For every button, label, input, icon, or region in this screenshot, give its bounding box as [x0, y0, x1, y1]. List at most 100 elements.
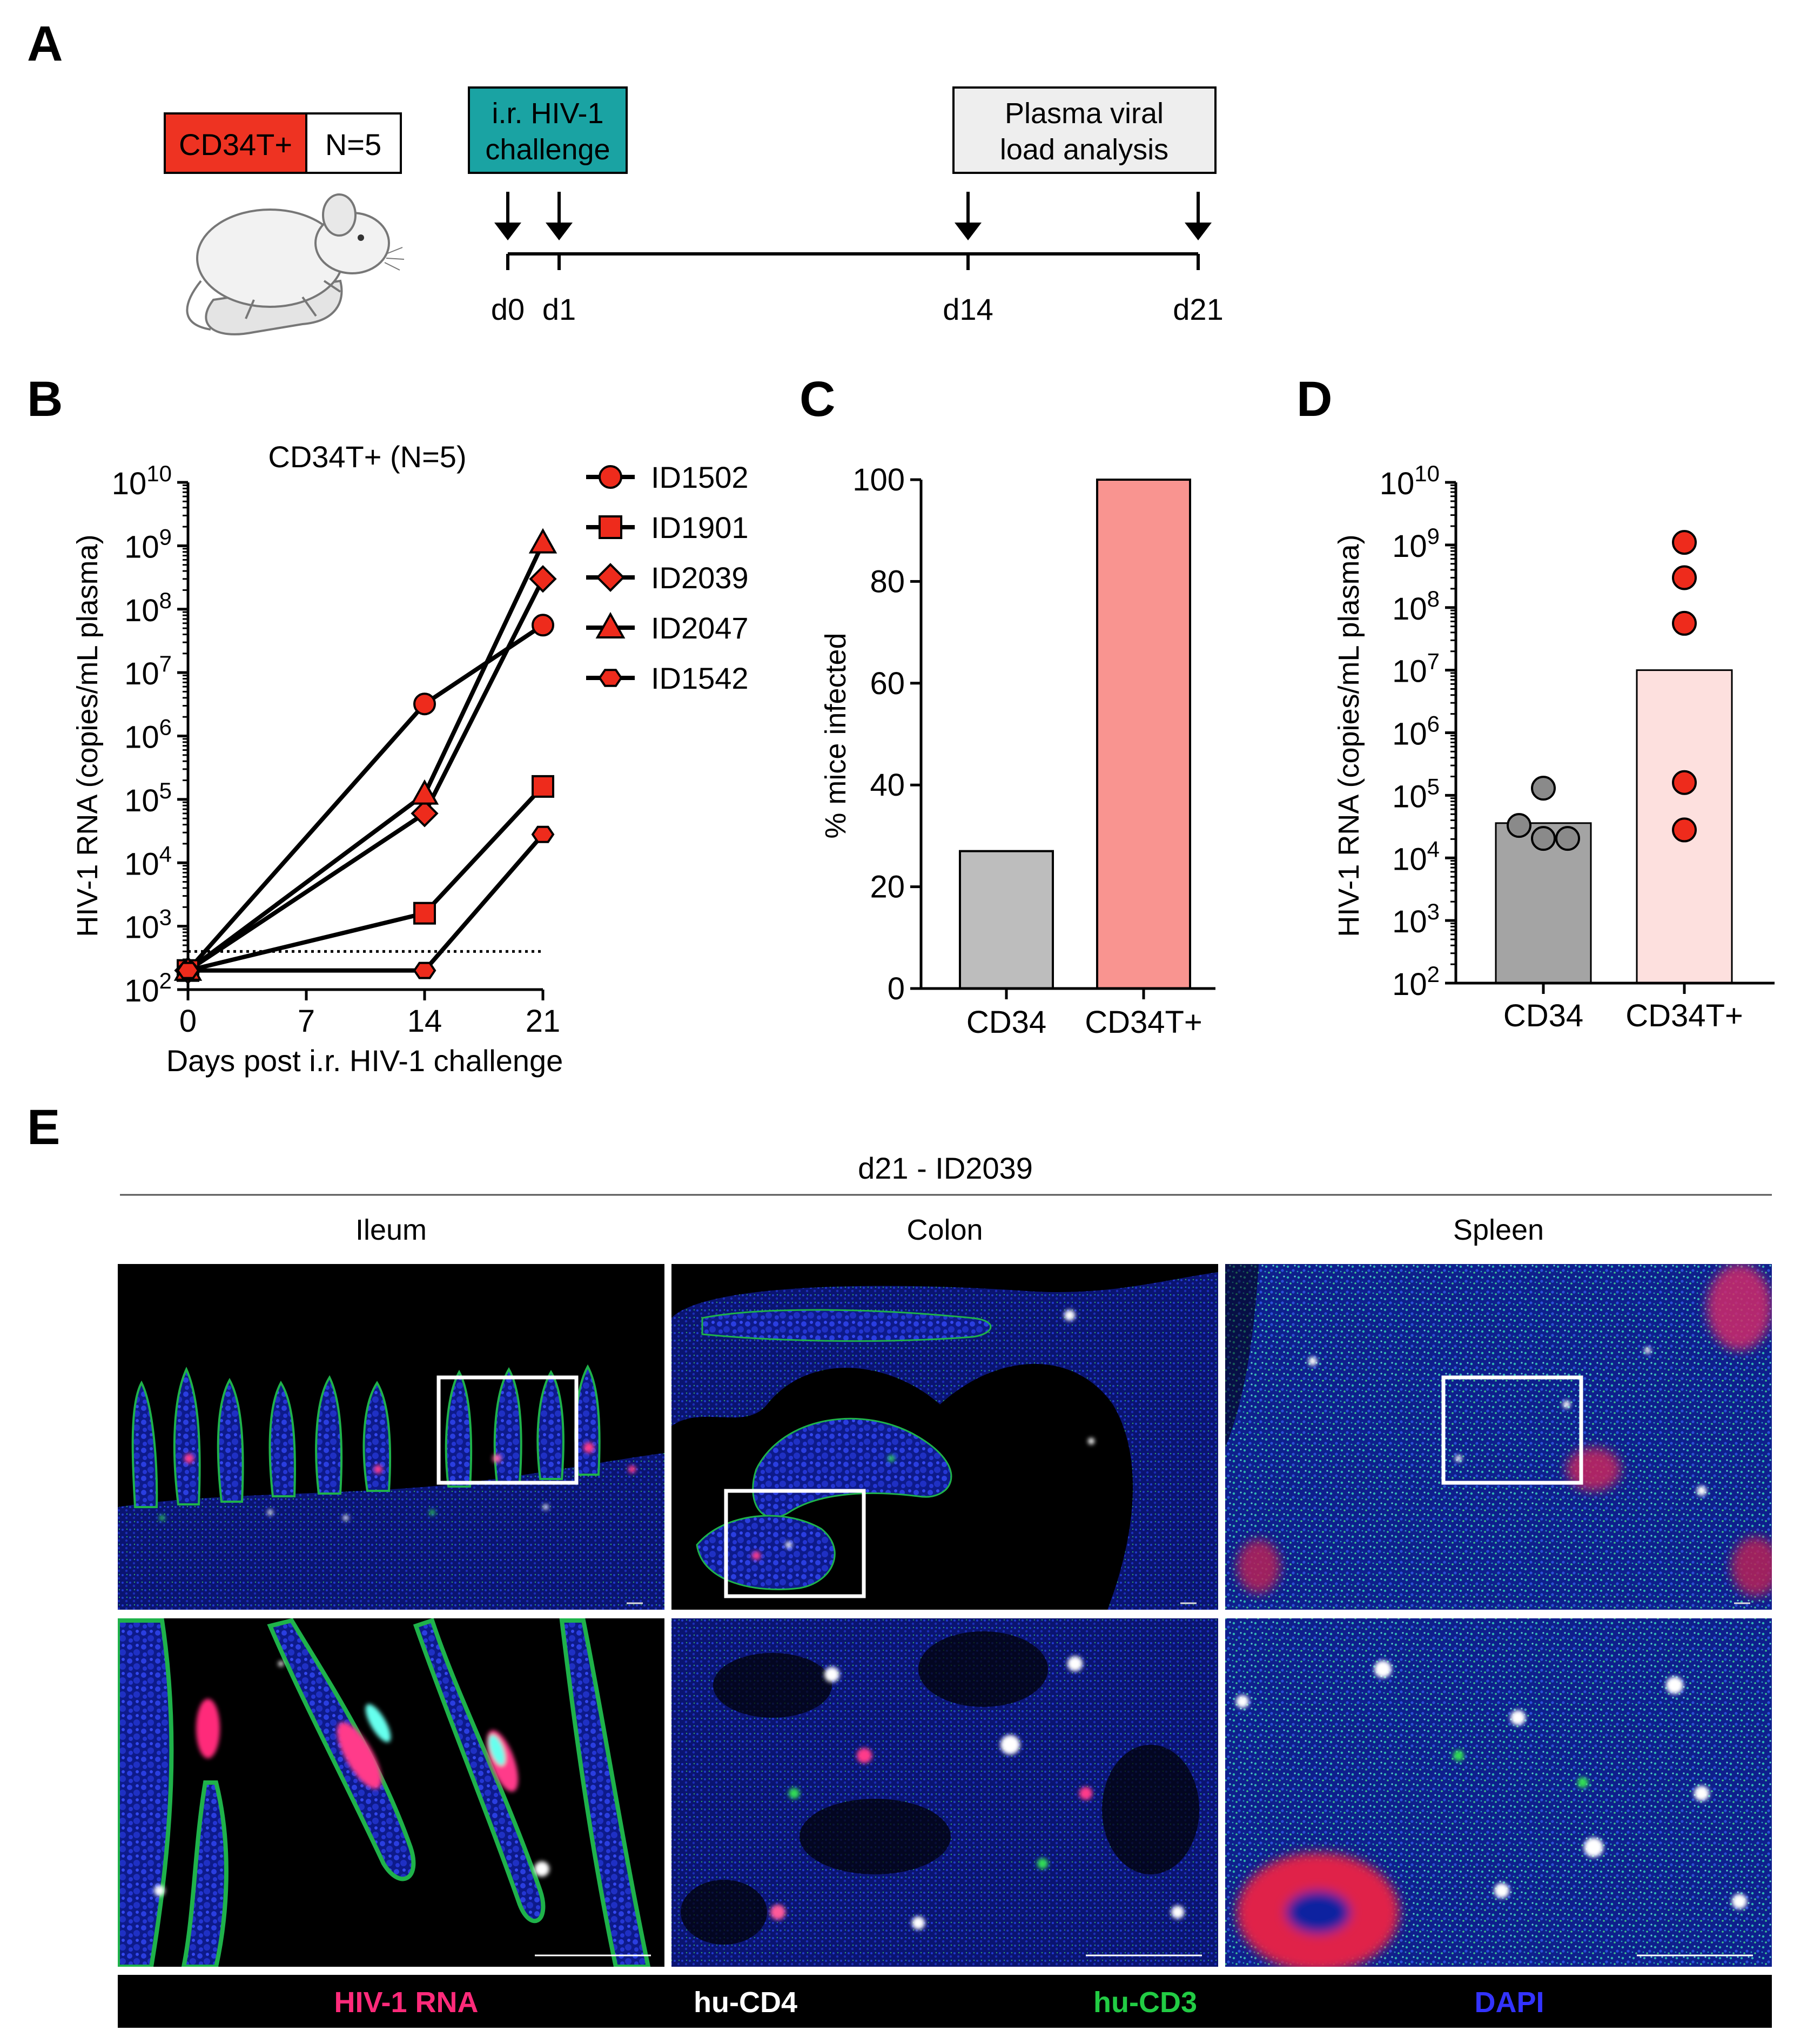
- data-point-CD34T+: [1672, 770, 1697, 795]
- analysis-line-2: load analysis: [1000, 133, 1168, 166]
- timeline-arrow-head: [494, 223, 521, 240]
- challenge-box-fill: [468, 86, 628, 174]
- tissue-label-ileum: Ileum: [355, 1214, 427, 1246]
- chart-d-y-label: HIV-1 RNA (copies/mL plasma): [1333, 534, 1365, 937]
- data-point-ID2047: [410, 779, 439, 805]
- series-line-ID1502: [186, 623, 545, 972]
- micrograph-spleen-zoom: [1225, 1618, 1772, 1967]
- chart-b: 102 103 104 105 106 107 108 109 1010 0 7 14 21 Days p…: [71, 440, 749, 1078]
- data-point-ID1542: [176, 962, 200, 979]
- data-point-CD34T+: [1672, 610, 1697, 636]
- chart-d-y-tick-label: 109: [1392, 523, 1440, 564]
- analysis-line-1: Plasma viral: [1005, 97, 1164, 130]
- bar-CD34T+: [1096, 479, 1191, 990]
- mouse-whiskers: [384, 247, 405, 271]
- data-point-ID2039: [411, 799, 439, 828]
- legend-marker-ID2039: [596, 563, 625, 592]
- legend-dapi: DAPI: [1474, 1986, 1544, 2019]
- panel-label-e: E: [27, 1100, 60, 1155]
- legend-label-ID1542: ID1542: [651, 661, 749, 695]
- chart-b-x-tick-label: 7: [298, 1004, 315, 1039]
- data-point-ID1502: [413, 692, 436, 716]
- legend-marker-ID1901: [599, 515, 622, 539]
- data-point-ID1901: [413, 902, 436, 925]
- challenge-line-1: i.r. HIV-1: [492, 97, 603, 130]
- chart-d-x-tick-label: CD34: [1503, 998, 1583, 1033]
- chart-d-y-tick-label: 105: [1392, 774, 1440, 814]
- channel-legend-bar: [118, 1975, 1772, 2028]
- chart-c-y-tick-label: 60: [870, 666, 905, 701]
- mouse-eye: [358, 234, 364, 241]
- challenge-box: i.r. HIV-1 challenge: [468, 86, 628, 174]
- legend-label-ID1901: ID1901: [651, 510, 749, 544]
- chart-b-x-tick-label: 0: [179, 1004, 197, 1039]
- chart-b-y-tick-label: 108: [124, 588, 172, 628]
- data-point-CD34: [1531, 826, 1556, 851]
- timeline-label: d14: [943, 292, 993, 326]
- colon-zoom-region: [724, 1489, 866, 1598]
- chart-c: 0 20 40 60 80 100 CD34 CD34T+ % mice infected: [819, 462, 1215, 1040]
- tissue-label-spleen: Spleen: [1453, 1214, 1544, 1246]
- chart-c-y-tick-label: 80: [870, 564, 905, 599]
- chart-d-y-tick-label: 106: [1392, 711, 1440, 752]
- panel-label-c: C: [799, 372, 835, 427]
- panel-e-header: d21 - ID2039: [858, 1151, 1033, 1185]
- chart-c-y-label: % mice infected: [819, 633, 852, 838]
- chart-d-x-tick-label: CD34T+: [1625, 998, 1743, 1033]
- legend-label-ID1502: ID1502: [651, 460, 749, 494]
- micrograph-colon-overview: [671, 1264, 1218, 1610]
- chart-c-x-tick-label: CD34: [966, 1005, 1046, 1040]
- data-point-CD34T+: [1672, 817, 1697, 843]
- chart-b-x-tick-label: 14: [407, 1004, 442, 1039]
- data-point-ID2039: [529, 565, 557, 593]
- timeline: d0 d1 d14 d21: [491, 192, 1224, 326]
- chart-b-y-tick-label: 102: [124, 968, 172, 1008]
- chart-d-y-tick-label: 102: [1392, 962, 1440, 1002]
- chart-d-y-tick-label: 108: [1392, 586, 1440, 627]
- group-badge: CD34T+ N=5: [164, 112, 402, 174]
- timeline-arrow-head: [546, 223, 573, 240]
- spleen-zoom-region: [1441, 1375, 1583, 1485]
- timeline-label: d0: [491, 292, 525, 326]
- data-point-CD34T+: [1672, 530, 1697, 555]
- legend-label-ID2047: ID2047: [651, 611, 749, 645]
- legend-marker-ID1542: [598, 669, 623, 687]
- data-point-ID1901: [532, 775, 554, 798]
- n-label: N=5: [325, 127, 381, 162]
- mouse-legs: [245, 280, 341, 319]
- chart-b-y-tick-label: 109: [124, 524, 172, 564]
- legend-hiv-rna: HIV-1 RNA: [334, 1986, 478, 2019]
- panel-label-b: B: [27, 372, 63, 427]
- micrograph-colon-zoom: [671, 1618, 1218, 1967]
- chart-b-y-tick-label: 107: [124, 651, 172, 691]
- chart-b-x-label: Days post i.r. HIV-1 challenge: [166, 1044, 563, 1078]
- data-point-CD34: [1531, 776, 1556, 801]
- data-point-ID2047: [528, 528, 557, 554]
- analysis-box-fill: [952, 86, 1217, 174]
- chart-b-y-tick-label: 1010: [112, 461, 172, 501]
- timeline-arrow-head: [1185, 223, 1212, 240]
- chart-b-y-tick-label: 106: [124, 715, 172, 755]
- legend-hu-cd4: hu-CD4: [694, 1986, 797, 2019]
- legend-marker-ID2047: [595, 611, 626, 638]
- group-label: CD34T+: [179, 127, 292, 162]
- analysis-box: Plasma viral load analysis: [952, 86, 1217, 174]
- timeline-arrow-head: [955, 223, 982, 240]
- series-line-ID1901: [187, 785, 545, 973]
- data-point-CD34: [1507, 813, 1531, 838]
- chart-c-y-tick-label: 40: [870, 768, 905, 803]
- group-badge-fill: [164, 112, 307, 174]
- chart-d-y-tick-label: 103: [1392, 899, 1440, 939]
- challenge-line-2: challenge: [485, 133, 610, 166]
- legend-marker-ID1502: [599, 465, 622, 489]
- chart-c-x-tick-label: CD34T+: [1085, 1005, 1202, 1040]
- data-point-CD34: [1555, 826, 1580, 851]
- chart-d-y-tick-label: 107: [1392, 649, 1440, 689]
- mouse-ear: [322, 193, 357, 237]
- panel-label-a: A: [27, 16, 63, 71]
- bar-CD34: [959, 850, 1054, 990]
- chart-c-y-tick-label: 100: [852, 462, 905, 497]
- timeline-label: d1: [542, 292, 576, 326]
- chart-c-y-tick-label: 0: [888, 971, 905, 1006]
